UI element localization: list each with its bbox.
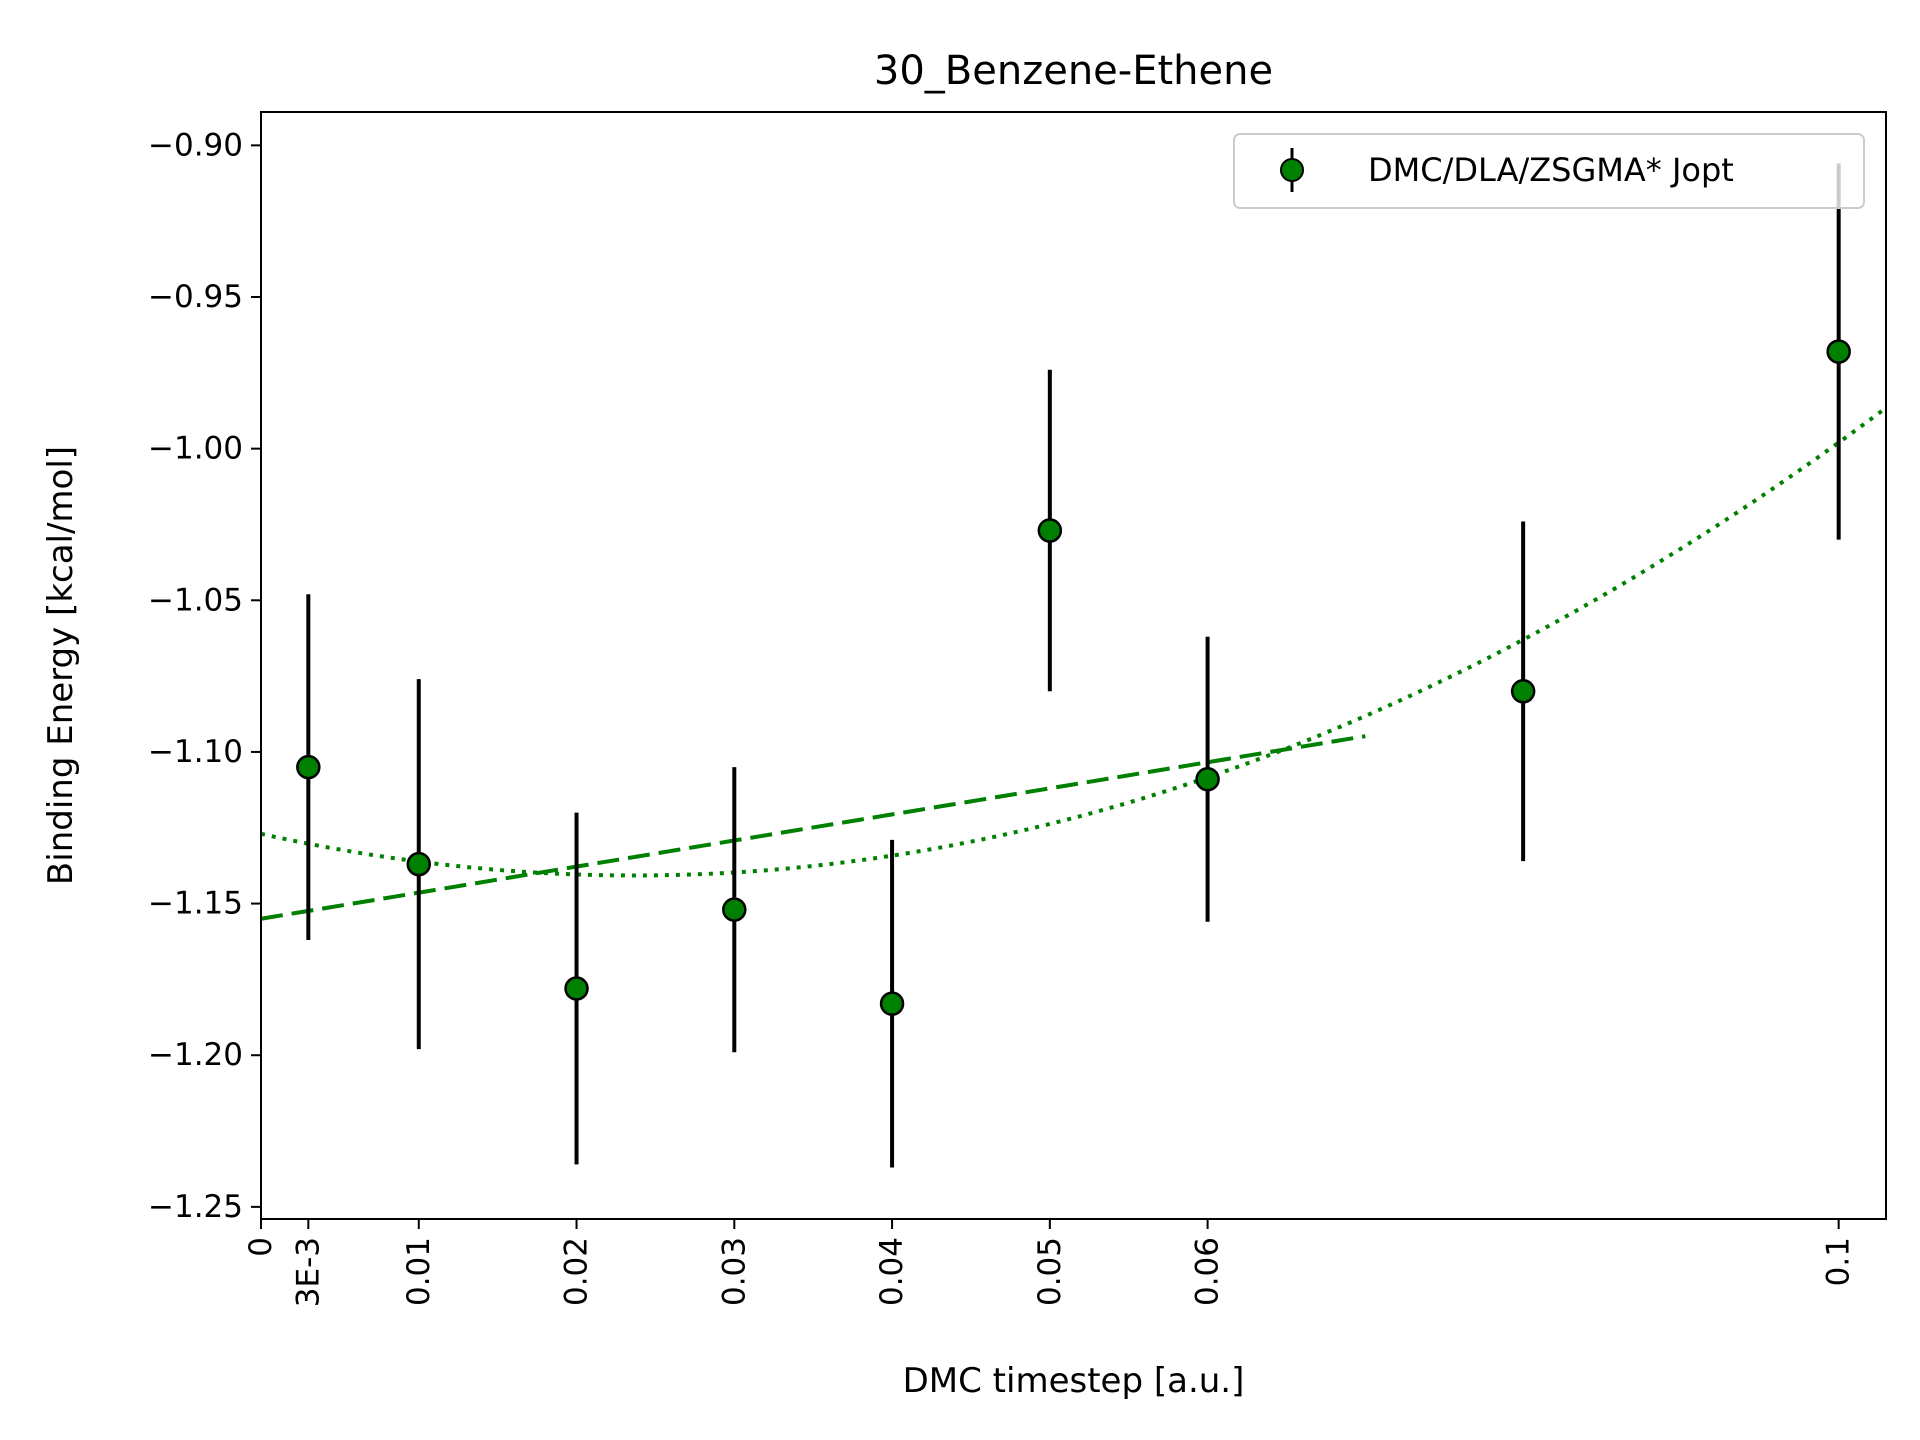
plot-layer (261, 163, 1886, 1168)
y-tick-label: −1.00 (148, 431, 243, 467)
x-tick-label: 0.03 (716, 1237, 752, 1306)
linear-fit-line (261, 734, 1366, 921)
legend-entry-label: DMC/DLA/ZSGMA* Jopt (1368, 151, 1734, 189)
legend-box (1233, 133, 1865, 209)
x-tick-label: 0.1 (1821, 1237, 1857, 1286)
y-tick-label: −0.95 (148, 279, 243, 315)
quadratic-fit-line (261, 406, 1886, 878)
x-tick-label: 3E-3 (290, 1237, 326, 1307)
y-tick-label: −1.10 (148, 734, 243, 770)
legend-marker (1280, 158, 1304, 182)
y-tick-label: −0.90 (148, 127, 243, 163)
y-tick-label: −1.25 (148, 1189, 243, 1225)
legend: DMC/DLA/ZSGMA* Jopt (1233, 133, 1865, 209)
data-point (1037, 518, 1063, 543)
axes-layer: 0 3E-3 0.01 0.02 0.03 0.04 0.05 0.06 0.1 −0.90 −0.… (148, 127, 1857, 1307)
data-point (879, 991, 905, 1016)
data-point (406, 851, 432, 877)
data-point (564, 976, 589, 1001)
y-tick-label: −1.05 (148, 582, 243, 618)
data-point (1195, 766, 1220, 792)
x-tick-label: 0.02 (559, 1237, 595, 1306)
y-axis-label: Binding Energy [kcal/mol] (41, 446, 81, 885)
x-tick-label: 0.01 (401, 1237, 437, 1306)
x-axis-label: DMC timestep [a.u.] (903, 1361, 1245, 1401)
plot-area (261, 163, 1886, 1168)
data-point (1826, 339, 1851, 364)
x-tick-label: 0 (243, 1237, 279, 1257)
data-point (722, 897, 747, 922)
x-tick-label: 0.05 (1032, 1237, 1068, 1306)
x-tick-label: 0.04 (874, 1237, 910, 1306)
y-tick-label: −1.15 (148, 886, 243, 922)
x-tick-label: 0.06 (1190, 1237, 1226, 1306)
data-point (1510, 679, 1536, 704)
plot-frame (260, 111, 1887, 1220)
y-tick-label: −1.20 (148, 1037, 243, 1073)
chart-title: 30_Benzene-Ethene (874, 48, 1273, 94)
data-point (296, 754, 321, 780)
